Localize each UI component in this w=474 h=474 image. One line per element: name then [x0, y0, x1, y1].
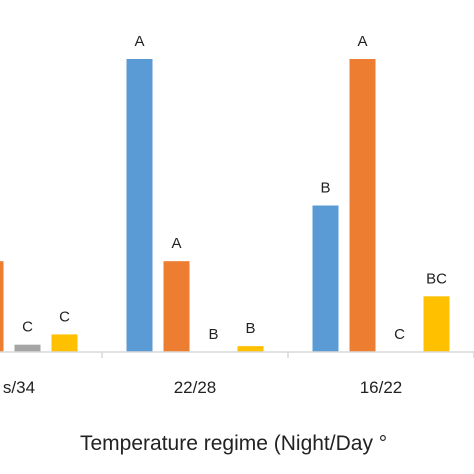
- significance-letter: A: [134, 33, 144, 50]
- bar: [14, 344, 41, 352]
- significance-letter: C: [59, 308, 70, 325]
- significance-letter: B: [245, 320, 255, 337]
- x-tick-labels: s/34 22/28 16/22: [3, 378, 402, 397]
- x-tick-label: 22/28: [174, 378, 217, 397]
- bar: [126, 59, 153, 352]
- x-axis-ticks: [101, 352, 474, 358]
- bar: [237, 346, 264, 352]
- bars-layer: [0, 59, 450, 352]
- significance-letter: B: [320, 180, 330, 197]
- significance-letter: B: [208, 326, 218, 343]
- significance-letter: C: [22, 319, 33, 336]
- bar: [423, 296, 450, 352]
- significance-letter: A: [357, 33, 367, 50]
- significance-letter: C: [394, 326, 405, 343]
- bar: [0, 261, 4, 352]
- bar: [163, 261, 190, 352]
- x-tick-label: 16/22: [360, 378, 403, 397]
- x-tick-label: s/34: [3, 378, 35, 397]
- bar: [349, 59, 376, 352]
- significance-letter: BC: [426, 270, 447, 287]
- x-axis-title: Temperature regime (Night/Day °: [80, 432, 387, 455]
- bar: [312, 205, 339, 352]
- bar: [51, 334, 78, 352]
- significance-letter: A: [171, 235, 181, 252]
